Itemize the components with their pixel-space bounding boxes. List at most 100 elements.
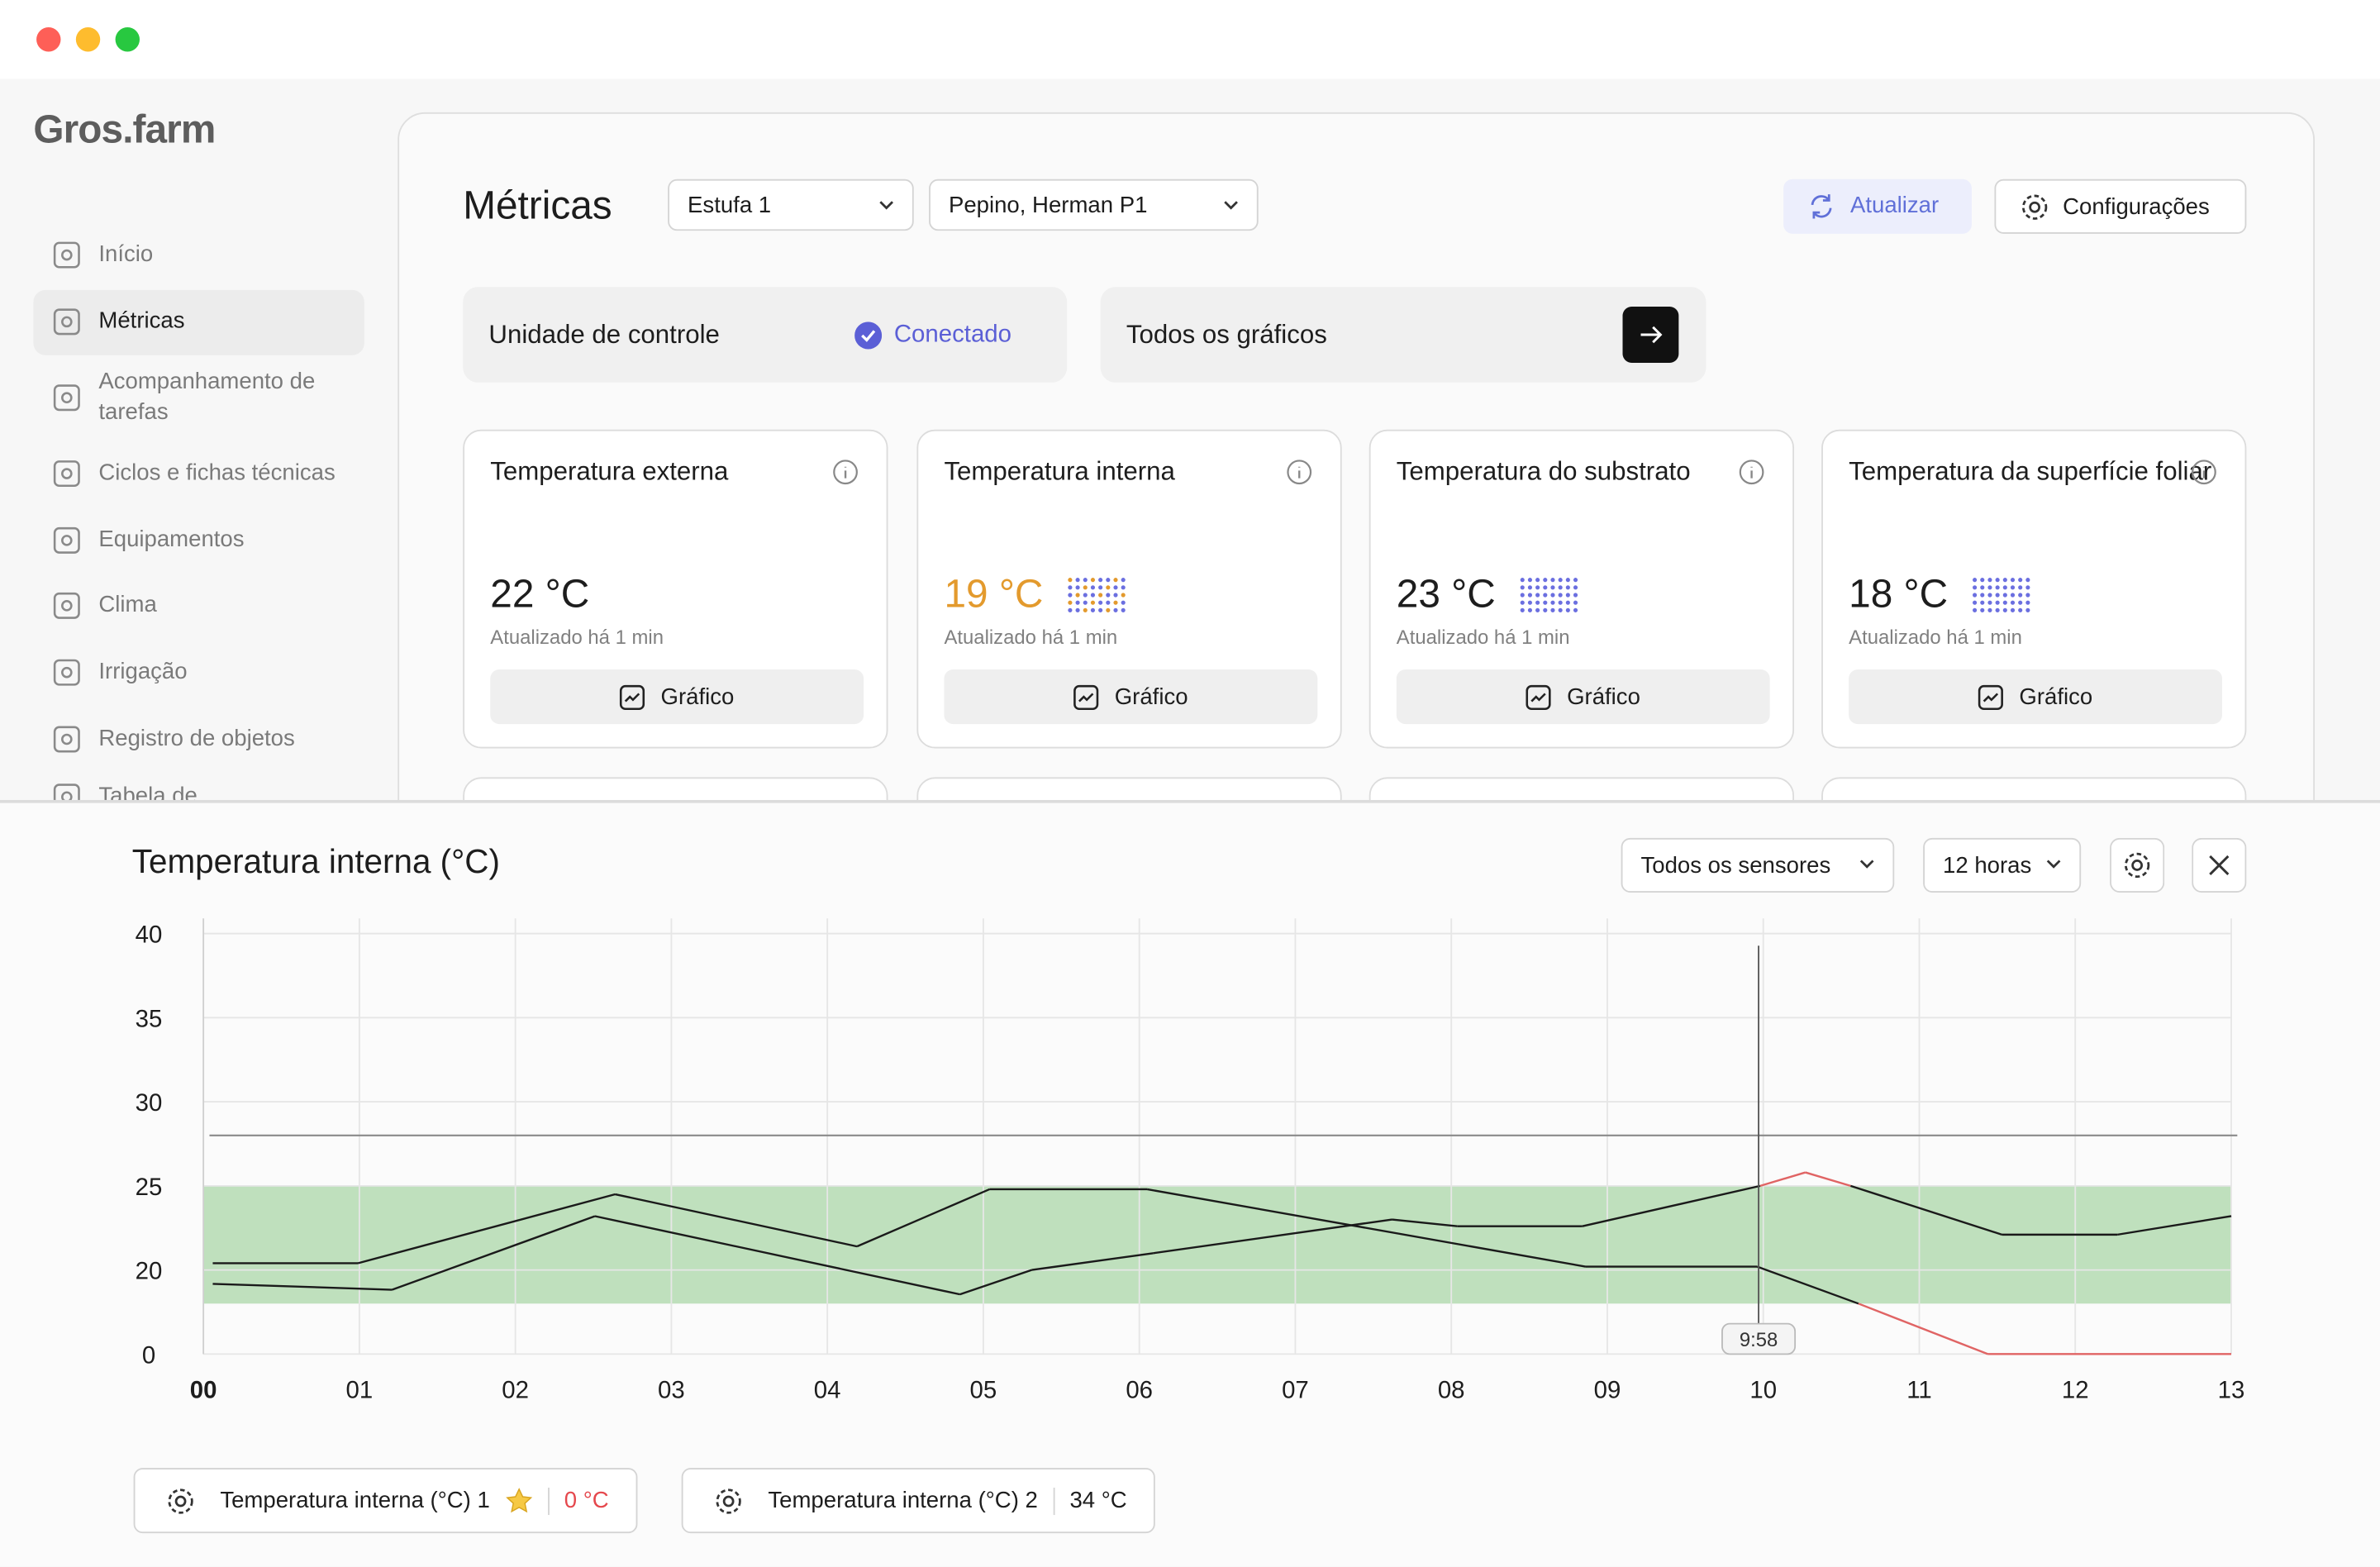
chart-settings-button[interactable] (2110, 837, 2165, 893)
series-line (1858, 1303, 1988, 1355)
metric-card: Temperatura interna 19 °C Atualizado há 1 … (916, 429, 1342, 749)
close-dot[interactable] (36, 27, 61, 52)
nav-item[interactable]: Clima (33, 573, 364, 638)
nav-item[interactable]: Registro de objetos (33, 707, 364, 772)
legend-current: 34 °C (1069, 1488, 1127, 1514)
chart-panel (0, 799, 2380, 1567)
button-text: Gráfico (1114, 683, 1188, 710)
nav-icon (53, 460, 80, 488)
nav-label: Registro de objetos (98, 725, 295, 752)
chart-icon (1978, 684, 2004, 710)
select-text: Estufa 1 (688, 193, 772, 219)
nav-item[interactable]: Irrigação (33, 640, 364, 705)
x-tick-label: 13 (2218, 1377, 2245, 1404)
x-tick-label: 02 (502, 1377, 529, 1404)
value-row: 23 °C (1397, 571, 1581, 618)
refresh-icon (1811, 194, 1832, 219)
chart-button[interactable]: Gráfico (490, 669, 864, 725)
status-text: Conectado (893, 321, 1011, 348)
x-tick-label: 05 (970, 1377, 997, 1404)
nav-icon (53, 592, 80, 619)
sensor-select[interactable]: Todos os sensores (1621, 837, 1895, 893)
crop-select[interactable]: Pepino, Herman P1 (929, 179, 1259, 231)
button-text: Gráfico (1567, 683, 1640, 710)
chart-button[interactable]: Gráfico (1396, 669, 1770, 725)
nav-icon (53, 384, 80, 412)
metric-value: 23 °C (1396, 570, 1496, 617)
metric-value: 18 °C (1849, 570, 1949, 617)
greenhouse-select[interactable]: Estufa 1 (668, 179, 914, 231)
select-text: 12 horas (1943, 853, 2032, 879)
button-text: Gráfico (2019, 683, 2093, 710)
y-tick-label: 25 (136, 1174, 163, 1201)
card-label: Todos os gráficos (1126, 320, 1327, 350)
chart-icon (620, 684, 645, 710)
series-line (2117, 1215, 2232, 1236)
nav-label: Irrigação (98, 659, 188, 685)
series-line (959, 1269, 1032, 1296)
chevron (879, 201, 893, 210)
chart-icon (1073, 684, 1099, 710)
series-line (1392, 1218, 1458, 1227)
x-tick-label: 12 (2062, 1377, 2089, 1404)
nav-icon (53, 526, 80, 554)
control-unit-card: Unidade de controle Conectado (463, 287, 1068, 383)
arrow-button[interactable] (1622, 307, 1679, 363)
nav-item[interactable]: Acompanhamento de tarefas (33, 365, 364, 431)
nav-item[interactable]: Métricas (33, 288, 364, 355)
updated-text: Atualizado há 1 min (1396, 625, 1570, 649)
metric-value: 19 °C (944, 570, 1044, 617)
legend-item[interactable]: Temperatura interna (°C) 1 0 °C (133, 1468, 638, 1534)
series-line (1582, 1184, 1761, 1227)
select-text: Todos os sensores (1640, 853, 1831, 879)
x-tick-label: 03 (658, 1377, 685, 1404)
nav-item[interactable]: Início (33, 222, 364, 288)
legend-separator (1053, 1487, 1055, 1515)
card-title: Temperatura interna (944, 456, 1175, 486)
card-title: Temperatura do substrato (1396, 456, 1691, 486)
nav-label: Ciclos e fichas técnicas (98, 460, 336, 486)
cursor-label-box (1721, 1322, 1797, 1355)
x-tick-label: 09 (1594, 1377, 1621, 1404)
nav-item[interactable]: Ciclos e fichas técnicas (33, 441, 364, 507)
star-icon (505, 1487, 532, 1512)
refresh-button[interactable]: Atualizar (1783, 179, 1972, 234)
minimize-dot[interactable] (75, 27, 101, 52)
range-select[interactable]: 12 horas (1923, 837, 2082, 893)
updated-text: Atualizado há 1 min (944, 625, 1118, 649)
value-row: 19 °C (944, 571, 1128, 618)
maximize-dot[interactable] (115, 27, 140, 52)
series-line (1759, 1171, 1806, 1188)
updated-text: Atualizado há 1 min (490, 625, 664, 649)
select-text: Pepino, Herman P1 (948, 193, 1148, 219)
series-line (1756, 1265, 1859, 1305)
card-label: Unidade de controle (488, 320, 720, 350)
chevron (1859, 860, 1874, 869)
x-tick-label: 11 (1906, 1377, 1932, 1404)
chevron (1224, 201, 1238, 210)
chart-button[interactable]: Gráfico (944, 669, 1318, 725)
series-line (357, 1193, 616, 1265)
x-tick-label: 06 (1126, 1377, 1153, 1404)
close-button[interactable] (2192, 837, 2247, 893)
settings-button[interactable]: Configurações (1994, 179, 2247, 234)
check-icon (854, 321, 883, 350)
logo[interactable]: Gros.farm (33, 106, 216, 152)
chart-button[interactable]: Gráfico (1849, 669, 2222, 725)
series-line (1805, 1171, 1851, 1188)
value-row: 22 °C (490, 571, 589, 618)
button-text: Gráfico (660, 683, 735, 710)
button-text: Atualizar (1849, 193, 1940, 219)
legend-item[interactable]: Temperatura interna (°C) 2 34 °C (681, 1468, 1156, 1534)
sensor-dots (1973, 577, 2031, 612)
all-charts-card[interactable]: Todos os gráficos (1100, 287, 1706, 383)
card-title: Temperatura externa (490, 456, 729, 486)
series-line (1146, 1188, 1586, 1268)
nav-item[interactable]: Equipamentos (33, 507, 364, 573)
series-line (615, 1193, 858, 1248)
nav-icon (53, 308, 80, 336)
nav-icon (53, 241, 80, 269)
